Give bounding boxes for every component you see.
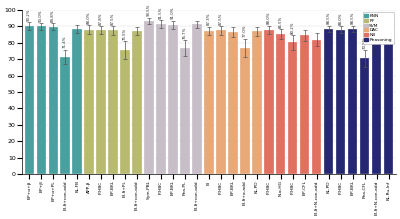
Bar — [120, 50, 130, 174]
Bar — [252, 31, 262, 174]
Bar — [24, 26, 34, 174]
Bar — [216, 30, 226, 174]
Bar — [204, 31, 214, 174]
Legend: KNN, RF, SVM, DAC, NB, Reasoning: KNN, RF, SVM, DAC, NB, Reasoning — [362, 12, 394, 44]
Bar — [168, 25, 178, 174]
Bar — [180, 48, 190, 174]
Text: 89.8%: 89.8% — [51, 10, 55, 22]
Bar — [312, 39, 322, 174]
Bar — [264, 30, 274, 174]
Bar — [132, 31, 142, 174]
Text: 85.5%: 85.5% — [279, 15, 283, 28]
Bar — [156, 24, 166, 174]
Bar — [324, 29, 334, 174]
Bar — [288, 42, 298, 174]
Bar — [84, 30, 94, 174]
Text: 91.5%: 91.5% — [159, 7, 163, 19]
Bar — [348, 29, 357, 174]
Text: 80.2%: 80.2% — [291, 21, 295, 34]
Bar — [96, 30, 106, 174]
Text: 76.7%: 76.7% — [183, 26, 187, 39]
Text: 77.0%: 77.0% — [243, 25, 247, 37]
Text: 88.0%: 88.0% — [339, 12, 343, 25]
Bar — [276, 34, 286, 174]
Text: 75.5%: 75.5% — [123, 28, 127, 40]
Text: 87.5%: 87.5% — [111, 12, 115, 25]
Bar — [372, 30, 381, 174]
Text: 91.0%: 91.0% — [171, 7, 175, 19]
Bar — [228, 32, 238, 174]
Bar — [384, 29, 393, 174]
Bar — [336, 30, 345, 174]
Bar — [300, 35, 310, 174]
Text: 70.5%: 70.5% — [363, 37, 367, 49]
Bar — [360, 58, 369, 174]
Text: 88.0%: 88.0% — [87, 11, 91, 24]
Text: 71.4%: 71.4% — [63, 36, 67, 48]
Bar — [144, 21, 154, 174]
Bar — [48, 27, 58, 174]
Bar — [108, 30, 118, 174]
Text: 90.2%: 90.2% — [27, 9, 31, 21]
Bar — [192, 24, 202, 174]
Text: 93.5%: 93.5% — [147, 4, 151, 16]
Bar — [60, 57, 70, 174]
Bar — [36, 26, 46, 174]
Bar — [240, 48, 250, 174]
Text: 88.5%: 88.5% — [351, 12, 355, 24]
Text: 87.5%: 87.5% — [219, 12, 223, 25]
Text: 88.0%: 88.0% — [267, 12, 271, 24]
Text: 88.5%: 88.5% — [327, 12, 331, 24]
Text: 87.8%: 87.8% — [99, 12, 103, 25]
Bar — [72, 29, 82, 174]
Text: 87.3%: 87.3% — [207, 13, 211, 25]
Text: 90.0%: 90.0% — [39, 9, 43, 22]
